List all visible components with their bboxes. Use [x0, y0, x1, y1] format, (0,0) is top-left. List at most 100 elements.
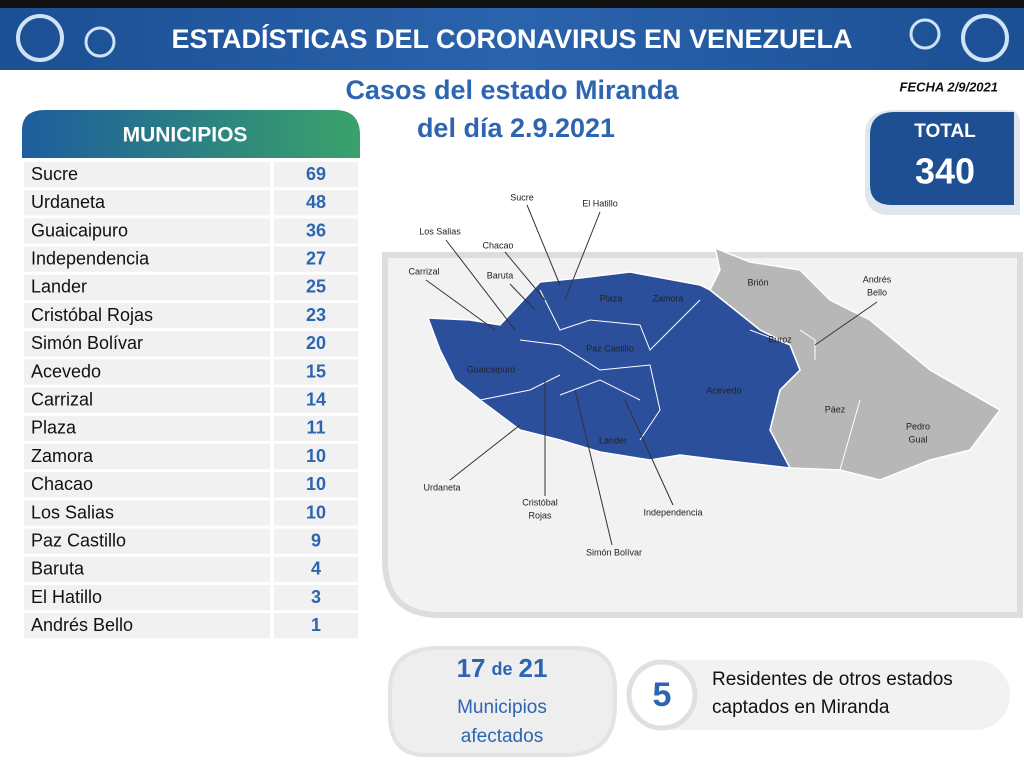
subtitle: Casos del estado Miranda: [345, 75, 679, 105]
residents-box: [640, 660, 1010, 730]
cases: 23: [306, 305, 326, 325]
table-header: MUNICIPIOS: [123, 124, 248, 147]
date: FECHA 2/9/2021: [899, 79, 998, 94]
map-label: Lander: [599, 435, 627, 445]
row-name-cell: [24, 528, 270, 554]
map-label: Páez: [825, 404, 846, 414]
residents-label: captados en Miranda: [712, 697, 890, 718]
top-bar: [0, 0, 1024, 8]
cases: 3: [311, 587, 321, 607]
map-label: Plaza: [600, 293, 623, 303]
cases: 27: [306, 248, 326, 268]
cases: 69: [306, 164, 326, 184]
map-label: Sucre: [510, 192, 534, 202]
map-label: Pedro: [906, 421, 930, 431]
map-borders: [479, 289, 861, 471]
row-value-cell: [274, 162, 358, 188]
map-label: Buroz: [768, 334, 792, 344]
map-label: Chacao: [482, 240, 513, 250]
cases: 9: [311, 530, 321, 550]
map-label: Andrés: [863, 274, 892, 284]
table-header-tab: [22, 110, 360, 158]
row-name-cell: [24, 303, 270, 329]
municipality: Guaicaipuro: [31, 220, 128, 240]
virus-icon: [961, 14, 1009, 62]
header-title: ESTADÍSTICAS DEL CORONAVIRUS EN VENEZUEL…: [171, 23, 852, 54]
map-label: Zamora: [652, 293, 683, 303]
map-leaders: [425, 204, 878, 546]
row-value-cell: [274, 274, 358, 300]
map-label: Urdaneta: [423, 482, 460, 492]
row-name-cell: [24, 556, 270, 582]
row-value-cell: [274, 190, 358, 216]
virus-icon: [84, 26, 116, 58]
cases: 10: [306, 474, 326, 494]
municipality: Carrizal: [31, 389, 93, 409]
map-label: Guaicaipuro: [467, 364, 516, 374]
municipality: Andrés Bello: [31, 615, 133, 635]
residents-label: Residentes de otros estados: [712, 669, 953, 690]
row-name-cell: [24, 218, 270, 244]
municipality: Independencia: [31, 248, 150, 268]
municipality: El Hatillo: [31, 587, 102, 607]
header-banner: [0, 8, 1024, 70]
map-label: Acevedo: [706, 385, 741, 395]
row-name-cell: [24, 613, 270, 639]
row-value-cell: [274, 585, 358, 611]
map-label: El Hatillo: [582, 198, 618, 208]
row-name-cell: [24, 500, 270, 526]
row-name-cell: [24, 387, 270, 413]
residents-circle: [626, 659, 698, 731]
affected-label: Municipios: [457, 697, 547, 718]
affected-count: 17 de 21: [457, 653, 548, 683]
map-label: Los Salias: [419, 226, 461, 236]
cases: 11: [306, 418, 325, 438]
row-value-cell: [274, 500, 358, 526]
row-value-cell: [274, 303, 358, 329]
municipality: Cristóbal Rojas: [31, 305, 153, 325]
municipality: Simón Bolívar: [31, 333, 143, 353]
municipality: Acevedo: [31, 361, 101, 381]
cases: 14: [306, 389, 326, 409]
map-label: Independencia: [643, 507, 702, 517]
total-value: 340: [915, 151, 975, 192]
map-label: Carrizal: [408, 266, 439, 276]
row-name-cell: [24, 444, 270, 470]
row-name-cell: [24, 331, 270, 357]
subtitle: del día 2.9.2021: [417, 113, 615, 143]
row-value-cell: [274, 387, 358, 413]
municipality: Sucre: [31, 164, 78, 184]
cases: 48: [306, 192, 326, 212]
row-name-cell: [24, 162, 270, 188]
map-label: Gual: [908, 434, 927, 444]
total-box: [870, 112, 1014, 205]
map-label: Rojas: [528, 510, 552, 520]
map-label: Simón Bolívar: [586, 547, 642, 557]
affected-box: [388, 646, 617, 757]
row-name-cell: [24, 274, 270, 300]
map-label: Cristóbal: [522, 497, 558, 507]
total-label: TOTAL: [914, 121, 976, 142]
municipality: Lander: [31, 277, 87, 297]
virus-icon: [16, 14, 64, 62]
row-value-cell: [274, 359, 358, 385]
municipality: Urdaneta: [31, 192, 106, 212]
municipality: Plaza: [31, 418, 77, 438]
virus-icon: [909, 18, 941, 50]
cases: 4: [311, 559, 321, 579]
cases: 36: [306, 220, 326, 240]
residents-value: 5: [653, 676, 672, 714]
row-name-cell: [24, 246, 270, 272]
affected-label: afectados: [461, 726, 543, 747]
cases: 15: [306, 361, 326, 381]
row-value-cell: [274, 218, 358, 244]
municipality: Los Salias: [31, 502, 114, 522]
cases: 25: [306, 277, 326, 297]
row-name-cell: [24, 190, 270, 216]
map-label: Baruta: [487, 270, 514, 280]
map-label: Paz Castillo: [586, 343, 634, 353]
cases: 1: [311, 615, 321, 635]
row-value-cell: [274, 528, 358, 554]
